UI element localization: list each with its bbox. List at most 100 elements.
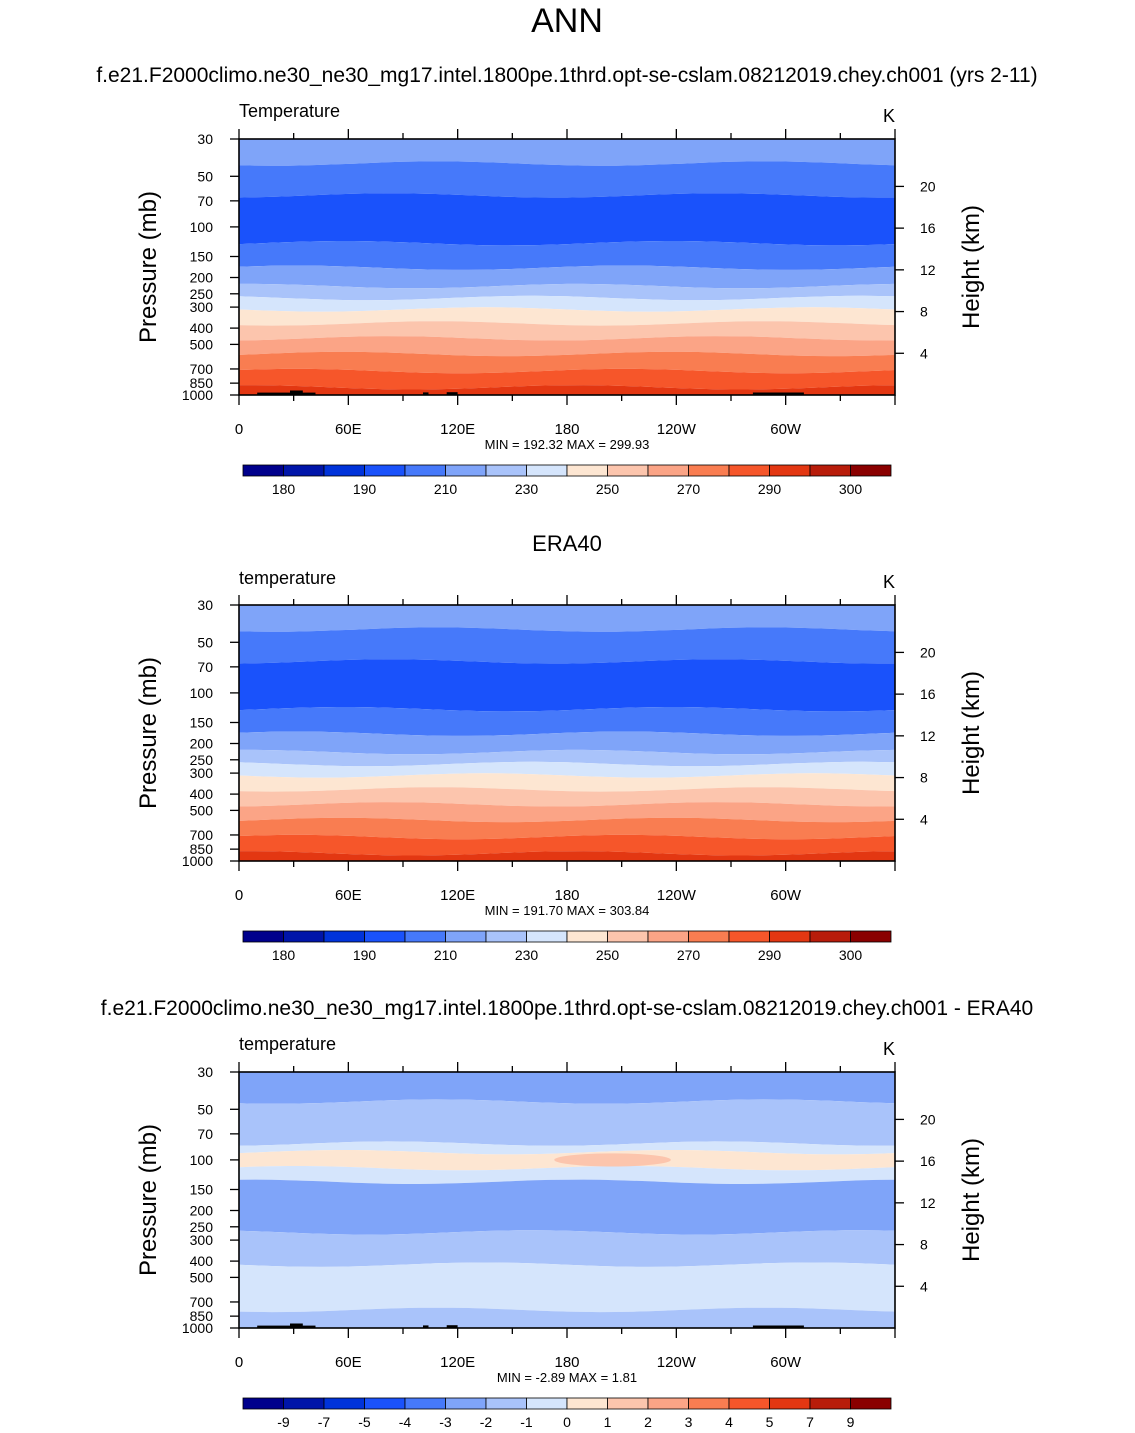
panel-3-colorbar-swatch-11 xyxy=(688,1397,730,1410)
panel-3-colorbar-label-14: 9 xyxy=(847,1414,855,1430)
panel-2-colorbar-swatch-6 xyxy=(485,930,527,943)
panel-2-unit-label: K xyxy=(883,572,895,592)
panel-1-ytick-label-9: 500 xyxy=(190,336,214,352)
panel-1-htick-label-1: 16 xyxy=(920,220,936,236)
panel-3-colorbar-label-4: -3 xyxy=(439,1414,452,1430)
panel-2-band-9 xyxy=(239,802,895,823)
panel-3-colorbar-swatch-10 xyxy=(647,1397,689,1410)
panel-3-colorbar-swatch-14 xyxy=(809,1397,851,1410)
panel-3-band-8 xyxy=(239,1307,895,1328)
panel-3-colorbar-swatch-2 xyxy=(323,1397,365,1410)
panel-2-ytick-label-1: 50 xyxy=(197,634,213,650)
panel-2-band-7 xyxy=(239,773,895,792)
panel-1-ytick-label-11: 850 xyxy=(190,375,214,391)
panel-1-colorbar-swatch-10 xyxy=(647,464,689,477)
panel-3-colorbar-label-6: -1 xyxy=(520,1414,533,1430)
panel-1-colorbar-label-6: 290 xyxy=(758,481,782,497)
panel-3-colorbar-swatch-8 xyxy=(566,1397,608,1410)
panel-3-xtick-label-2: 120E xyxy=(440,1354,475,1371)
panel-1-xtick-label-1: 60E xyxy=(335,421,362,438)
panel-2-colorbar-label-1: 190 xyxy=(353,947,377,963)
panel-1-band-5 xyxy=(239,283,895,301)
panel-1-ytick-label-0: 30 xyxy=(197,131,213,147)
panel-2-ytick-label-5: 200 xyxy=(190,736,214,752)
panel-1-htick-label-2: 12 xyxy=(920,262,936,278)
panel-2-colorbar-swatch-1 xyxy=(283,930,325,943)
panel-3-colorbar-swatch-13 xyxy=(769,1397,811,1410)
panel-2-colorbar-swatch-10 xyxy=(647,930,689,943)
panel-2: ERA40 temperature K 30507010015020025030… xyxy=(135,531,985,963)
panel-1-band-11 xyxy=(239,368,895,390)
panel-3-colorbar-swatch-4 xyxy=(404,1397,446,1410)
panel-3-ytick-label-11: 850 xyxy=(190,1308,214,1324)
panel-2-colorbar-label-6: 290 xyxy=(758,947,782,963)
panel-1-colorbar-label-3: 230 xyxy=(515,481,539,497)
panel-3-xtick-label-5: 60W xyxy=(770,1354,802,1371)
panel-1-colorbar-swatch-4 xyxy=(404,464,446,477)
panel-3-colorbar-swatch-6 xyxy=(485,1397,527,1410)
panel-2-htick-label-3: 8 xyxy=(920,770,928,786)
panel-1-colorbar-label-7: 300 xyxy=(839,481,863,497)
panel-3-blobs xyxy=(554,1153,671,1167)
panel-1-colorbar-label-2: 210 xyxy=(434,481,458,497)
panel-3-xtick-label-3: 180 xyxy=(554,1354,579,1371)
panel-3-band-6 xyxy=(239,1230,895,1267)
panel-1-terrain-4 xyxy=(752,392,804,395)
panel-3-htick-label-4: 4 xyxy=(920,1278,928,1294)
panel-3-blob-0 xyxy=(554,1153,671,1167)
panel-3-terrain-1 xyxy=(290,1323,303,1328)
panel-3-band-4 xyxy=(239,1166,895,1184)
panel-3-htick-label-2: 12 xyxy=(920,1195,936,1211)
panel-1-colorbar-swatch-7 xyxy=(526,464,568,477)
panel-2-colorbar-label-7: 300 xyxy=(839,947,863,963)
panel-2-colorbar: 180 190 210 230 250 270 290 300 xyxy=(242,930,892,963)
panel-1-xtick-label-3: 180 xyxy=(554,421,579,438)
panel-1-htick-label-0: 20 xyxy=(920,178,936,194)
panel-2-colorbar-swatch-5 xyxy=(445,930,487,943)
panel-1-colorbar-swatch-5 xyxy=(445,464,487,477)
panel-3-band-2 xyxy=(239,1141,895,1155)
panel-3-terrain-3 xyxy=(446,1325,458,1328)
panel-3-colorbar-label-12: 5 xyxy=(766,1414,774,1430)
panel-2-band-0 xyxy=(239,605,895,632)
panel-2-colorbar-swatch-8 xyxy=(566,930,608,943)
panel-3-ytick-label-12: 1000 xyxy=(182,1320,213,1336)
panel-2-ytick-label-11: 850 xyxy=(190,841,214,857)
panel-1-colorbar-label-0: 180 xyxy=(272,481,296,497)
panel-2-band-3 xyxy=(239,707,895,736)
panel-1-terrain-1 xyxy=(290,390,303,395)
panel-3-bands xyxy=(239,1072,895,1328)
panel-3-variable-label: temperature xyxy=(239,1034,336,1054)
panel-3-terrain-2 xyxy=(423,1325,429,1328)
panel-1-unit-label: K xyxy=(883,106,895,126)
panel-2-ytick-label-4: 150 xyxy=(190,714,214,730)
panel-2-xtick-label-5: 60W xyxy=(770,887,802,904)
panel-2-colorbar-swatch-9 xyxy=(607,930,649,943)
panel-2-subtitle: ERA40 xyxy=(532,531,602,556)
panel-1-band-8 xyxy=(239,321,895,341)
panel-2-band-2 xyxy=(239,659,895,712)
panel-1-terrain-3 xyxy=(446,392,458,395)
panel-1-ytick-label-6: 250 xyxy=(190,286,214,302)
panel-2-ytick-label-0: 30 xyxy=(197,597,213,613)
panel-1-ytick-label-7: 300 xyxy=(190,299,214,315)
figure-title: ANN xyxy=(531,2,603,40)
panel-3-stats: MIN = -2.89 MAX = 1.81 xyxy=(497,1370,637,1385)
panel-1-terrain-0 xyxy=(257,392,316,395)
panel-2-band-10 xyxy=(239,817,895,840)
panel-3-colorbar-label-0: -9 xyxy=(277,1414,290,1430)
panel-1-colorbar-swatch-14 xyxy=(809,464,851,477)
panel-1-ytick-label-8: 400 xyxy=(190,320,214,336)
panel-3-colorbar-label-8: 1 xyxy=(604,1414,612,1430)
panel-1-ytick-label-1: 50 xyxy=(197,168,213,184)
panel-2-colorbar-swatch-3 xyxy=(364,930,406,943)
panel-2-colorbar-swatch-4 xyxy=(404,930,446,943)
panel-2-ytick-label-3: 100 xyxy=(190,685,214,701)
panel-1-bands xyxy=(239,139,895,395)
panel-2-htick-label-0: 20 xyxy=(920,644,936,660)
panel-2-xtick-label-3: 180 xyxy=(554,887,579,904)
panel-1-xtick-label-2: 120E xyxy=(440,421,475,438)
panel-3-band-0 xyxy=(239,1072,895,1104)
panel-1-colorbar-swatch-9 xyxy=(607,464,649,477)
